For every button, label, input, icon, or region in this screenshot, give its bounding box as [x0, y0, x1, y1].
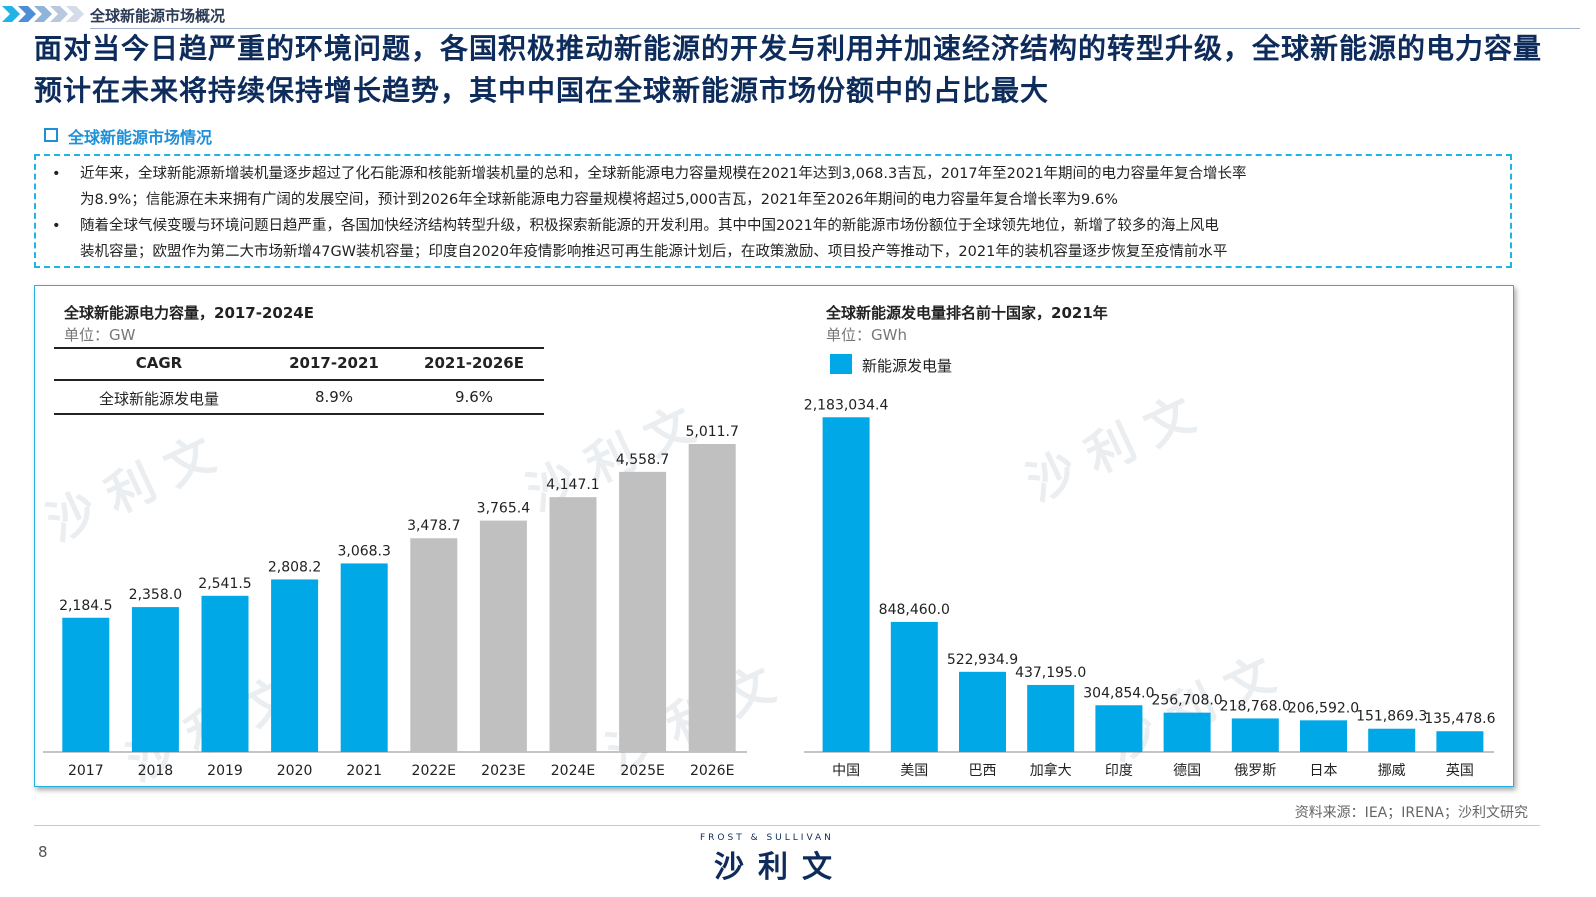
table-rule [54, 379, 544, 381]
x-tick-label: 2022E [412, 763, 456, 779]
summary-box: • 近年来，全球新能源新增装机量逐步超过了化石能源和核能新增装机量的总和，全球新… [34, 154, 1512, 268]
right-chart-title: 全球新能源发电量排名前十国家，2021年 [826, 304, 1108, 322]
data-label: 135,478.6 [1424, 711, 1495, 727]
chevron-arrows-icon [2, 6, 84, 22]
left-chart-title: 全球新能源电力容量，2017-2024E [64, 304, 314, 322]
x-tick-label: 2018 [138, 763, 174, 779]
bar [822, 417, 870, 752]
bar [890, 621, 938, 752]
data-label: 304,854.0 [1083, 685, 1154, 701]
bar [1095, 705, 1143, 752]
bar [131, 607, 179, 752]
x-tick-label: 2021 [346, 763, 382, 779]
bar [959, 671, 1006, 752]
bullet-text-line1: 近年来，全球新能源新增装机量逐步超过了化石能源和核能新增装机量的总和，全球新能源… [80, 166, 1247, 182]
data-label: 2,541.5 [198, 576, 251, 592]
bullet-text-line2: 装机容量；欧盟作为第二大市场新增47GW装机容量；印度自2020年疫情影响推迟可… [80, 244, 1228, 260]
footer-divider [34, 825, 1540, 826]
left-chart-unit: 单位：GW [64, 326, 136, 344]
bullet-dot-icon: • [52, 218, 61, 234]
table-row: 全球新能源发电量 8.9% 9.6% [54, 381, 544, 413]
x-tick-label: 中国 [832, 763, 860, 779]
x-tick-label: 2025E [620, 763, 664, 779]
x-tick-label: 加拿大 [1030, 762, 1072, 779]
data-label: 256,708.0 [1151, 693, 1222, 709]
bar [1436, 731, 1484, 752]
logo-subtitle: FROST & SULLIVAN [700, 833, 834, 843]
breadcrumb-divider [90, 28, 1580, 29]
data-label: 4,558.7 [616, 452, 669, 468]
data-label: 5,011.7 [685, 424, 738, 440]
bar [201, 595, 249, 752]
table-header-cell: 2017-2021 [289, 354, 379, 372]
x-tick-label: 2019 [207, 763, 243, 779]
data-label: 848,460.0 [879, 602, 950, 618]
bar [1163, 712, 1211, 752]
bar [62, 617, 110, 752]
page-headline: 面对当今日趋严重的环境问题，各国积极推动新能源的开发与利用并加速经济结构的转型升… [34, 32, 1543, 107]
data-label: 2,183,034.4 [804, 397, 889, 413]
bar [410, 538, 458, 752]
x-tick-label: 印度 [1105, 763, 1133, 779]
data-label: 4,147.1 [546, 477, 599, 493]
data-label: 2,358.0 [129, 587, 182, 603]
table-header-row: CAGR 2017-2021 2021-2026E [54, 347, 544, 379]
bar [688, 444, 736, 752]
section-title-text: 全球新能源市场情况 [68, 128, 213, 147]
breadcrumb-text: 全球新能源市场概况 [90, 7, 226, 25]
bullet-text-line2: 为8.9%；信能源在未来拥有广阔的发展空间，预计到2026年全球新能源电力容量规… [80, 192, 1118, 208]
table-cell: 8.9% [314, 388, 354, 406]
section-title: 全球新能源市场情况 [44, 124, 212, 148]
table-rule [54, 413, 544, 415]
bar [340, 563, 388, 752]
cagr-table: CAGR 2017-2021 2021-2026E 全球新能源发电量 8.9% … [54, 347, 544, 415]
x-tick-label: 2023E [481, 763, 525, 779]
legend-swatch [830, 354, 852, 374]
data-label: 2,808.2 [268, 559, 321, 575]
right-chart-unit: 单位：GWh [826, 326, 907, 344]
x-tick-label: 英国 [1446, 762, 1474, 779]
bar [1027, 684, 1075, 752]
bar [1368, 728, 1416, 752]
table-rule [54, 347, 544, 349]
square-bullet-icon [44, 128, 58, 142]
data-label: 3,068.3 [337, 543, 390, 559]
bar [479, 520, 527, 752]
bullet-dot-icon: • [52, 166, 61, 182]
data-label: 3,765.4 [477, 501, 531, 517]
bullet-text-line1: 随着全球气候变暖与环境问题日趋严重，各国加快经济结构转型升级，积极探索新能源的开… [80, 218, 1219, 234]
logo: 沙利文 [714, 850, 846, 885]
x-tick-label: 美国 [900, 763, 928, 779]
table-header-cell: CAGR [135, 354, 183, 372]
data-label: 218,768.0 [1220, 698, 1291, 714]
x-tick-label: 挪威 [1378, 763, 1406, 779]
table-header-cell: 2021-2026E [424, 354, 524, 372]
data-label: 206,592.0 [1288, 700, 1359, 716]
page-number: 8 [38, 843, 48, 861]
data-label: 522,934.9 [947, 652, 1018, 668]
data-label: 151,869.3 [1356, 709, 1427, 725]
bar [619, 471, 667, 752]
source-note: 资料来源：IEA；IRENA；沙利文研究 [1294, 805, 1528, 821]
bar [1231, 718, 1279, 752]
bar [549, 497, 597, 752]
table-cell: 全球新能源发电量 [98, 390, 219, 408]
x-tick-label: 2026E [690, 763, 734, 779]
x-tick-label: 巴西 [969, 763, 997, 779]
table-cell: 9.6% [454, 388, 494, 406]
bar [1300, 720, 1347, 752]
bar [271, 579, 319, 752]
x-tick-label: 俄罗斯 [1234, 763, 1276, 779]
x-tick-label: 日本 [1310, 763, 1338, 779]
data-label: 437,195.0 [1015, 665, 1086, 681]
x-tick-label: 2020 [277, 763, 313, 779]
data-label: 2,184.5 [59, 598, 112, 614]
x-tick-label: 德国 [1173, 763, 1201, 779]
breadcrumb: 全球新能源市场概况 [0, 0, 1596, 30]
x-tick-label: 2017 [68, 763, 104, 779]
legend-label: 新能源发电量 [862, 357, 953, 375]
data-label: 3,478.7 [407, 518, 460, 534]
x-tick-label: 2024E [551, 763, 595, 779]
